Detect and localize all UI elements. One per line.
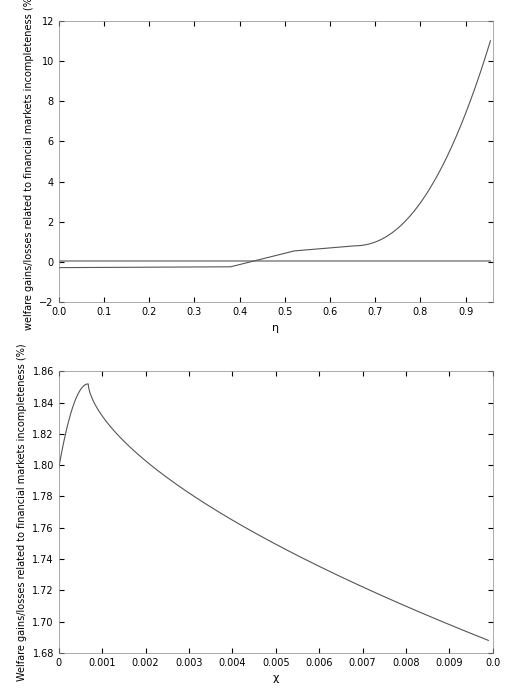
X-axis label: χ: χ (272, 673, 279, 683)
Y-axis label: welfare gains/losses related to financial markets incompleteness (%): welfare gains/losses related to financia… (24, 0, 34, 330)
Y-axis label: Welfare gains/losses related to financial markets incompleteness (%): Welfare gains/losses related to financia… (17, 343, 27, 681)
X-axis label: η: η (272, 323, 279, 332)
